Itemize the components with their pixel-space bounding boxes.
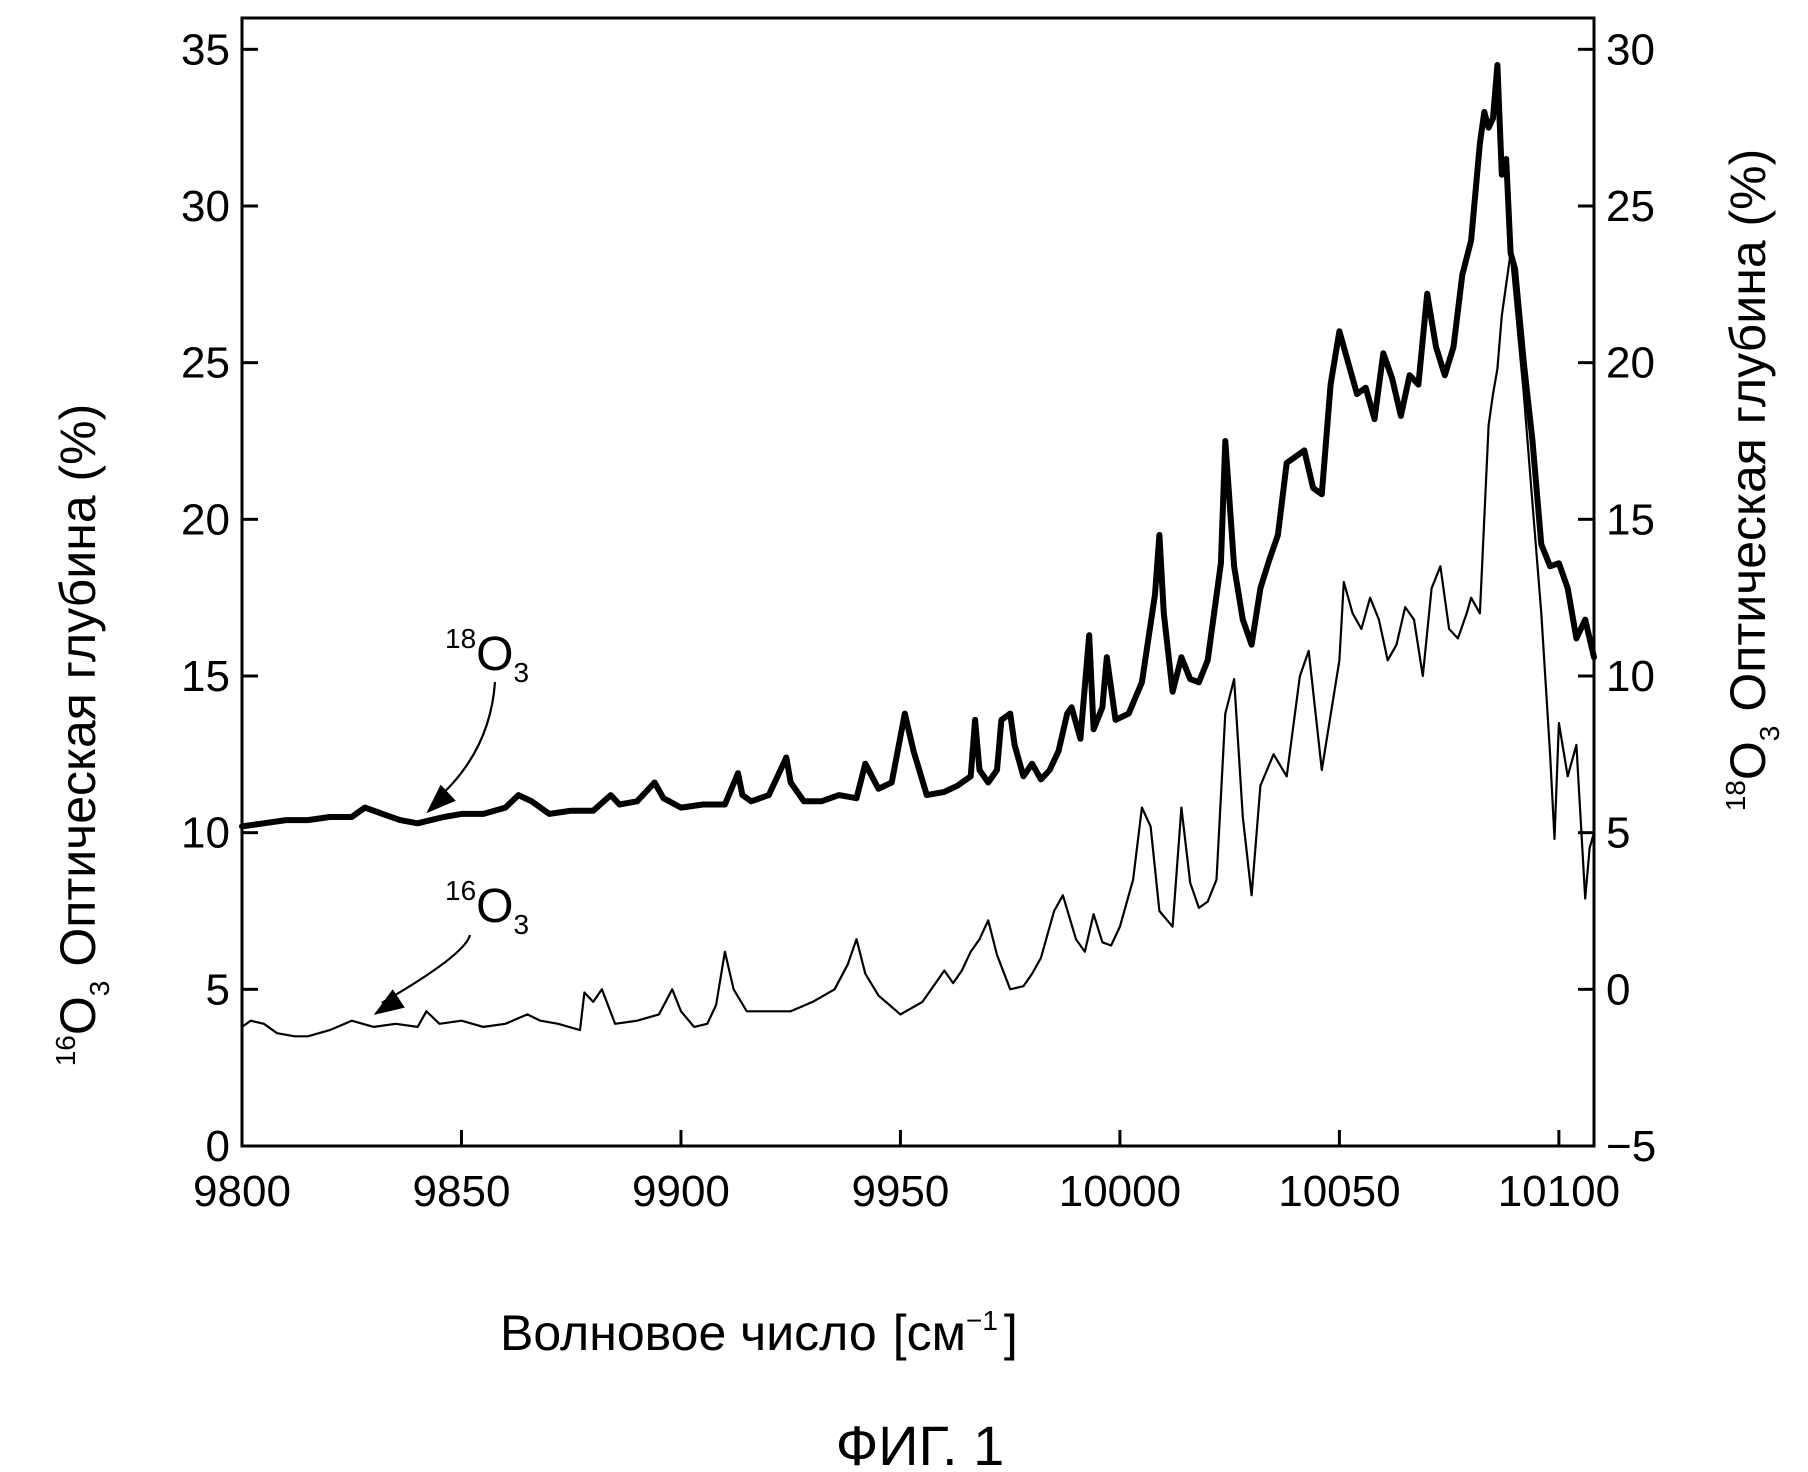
y-right-title-text: Оптическая глубина (%): [1720, 149, 1776, 712]
series-label-18o3: 18O3: [445, 623, 529, 688]
y-right-tick-label: −5: [1606, 1122, 1656, 1171]
x-tick-label: 9850: [413, 1167, 511, 1216]
y-left-isotope-sup: 16: [50, 1035, 81, 1066]
y-left-tick-label: 15: [181, 652, 230, 701]
y-right-tick-label: 30: [1606, 25, 1655, 74]
figure-caption: ФИГ. 1: [836, 1414, 1005, 1472]
x-title-unit-close: ]: [1004, 1305, 1018, 1361]
series-18o3-sub: 3: [514, 657, 530, 688]
x-title-unit-sup: −1: [966, 1305, 998, 1336]
arrow-head-18o3: [426, 785, 455, 814]
x-axis-title: Волновое число [см−1]: [500, 1305, 1018, 1361]
plot-frame: [242, 18, 1594, 1146]
y-left-tick-label: 25: [181, 339, 230, 388]
series-18o3-base: O: [476, 628, 513, 681]
series-label-16o3: 16O3: [445, 875, 529, 940]
x-tick-label: 9800: [193, 1167, 291, 1216]
y-right-formula-base: O: [1720, 741, 1776, 780]
y-right-tick-label: 25: [1606, 182, 1655, 231]
y-axis-left-title: 16O3 Оптическая глубина (%): [50, 404, 115, 1067]
series-16o3-sub: 3: [514, 909, 530, 940]
x-title-text: Волновое число: [500, 1305, 877, 1361]
y-right-tick-label: 15: [1606, 495, 1655, 544]
x-tick-label: 10000: [1059, 1167, 1181, 1216]
y-right-tick-label: 20: [1606, 339, 1655, 388]
arrow-line-18o3: [434, 682, 495, 801]
annotation-layer: [374, 682, 495, 1015]
x-tick-label: 9900: [632, 1167, 730, 1216]
series-line-18o3: [242, 65, 1594, 826]
y-axis-right-title: 18O3 Оптическая глубина (%): [1720, 149, 1785, 812]
y-left-tick-label: 0: [206, 1122, 230, 1171]
x-title-unit-open: [см: [893, 1305, 966, 1361]
x-tick-label: 10050: [1278, 1167, 1400, 1216]
y-left-formula-base: O: [50, 996, 106, 1035]
y-left-tick-label: 5: [206, 965, 230, 1014]
series-18o3-sup: 18: [445, 623, 476, 654]
series-16o3-base: O: [476, 880, 513, 933]
y-left-tick-label: 20: [181, 495, 230, 544]
ticks-layer: 9800 9850 9900 9950 10000 10050 10100 0 5 10 15 20 2…: [181, 25, 1656, 1216]
y-left-tick-label: 30: [181, 182, 230, 231]
plot-frame-layer: [242, 18, 1594, 1146]
y-right-formula-sub: 3: [1754, 726, 1785, 742]
y-left-title-text: Оптическая глубина (%): [50, 404, 106, 967]
x-tick-label: 10100: [1498, 1167, 1620, 1216]
y-left-tick-label: 35: [181, 25, 230, 74]
series-16o3-sup: 16: [445, 875, 476, 906]
x-tick-label: 9950: [851, 1167, 949, 1216]
y-left-tick-label: 10: [181, 809, 230, 858]
y-right-tick-label: 0: [1606, 965, 1630, 1014]
y-left-formula-sub: 3: [84, 981, 115, 997]
y-right-tick-label: 10: [1606, 652, 1655, 701]
y-right-isotope-sup: 18: [1720, 780, 1751, 811]
y-right-tick-label: 5: [1606, 809, 1630, 858]
